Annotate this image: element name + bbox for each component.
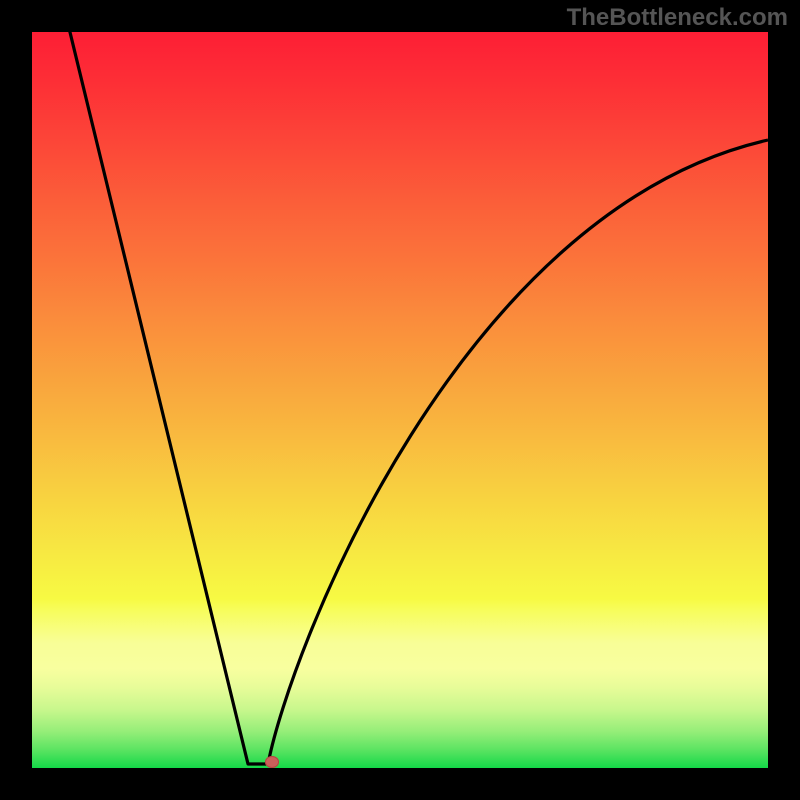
curve-path bbox=[68, 24, 768, 764]
bottleneck-curve bbox=[32, 32, 768, 768]
watermark-text: TheBottleneck.com bbox=[567, 4, 788, 32]
chart-container: TheBottleneck.com bbox=[0, 0, 800, 800]
plot-area bbox=[32, 32, 768, 768]
minimum-marker bbox=[265, 756, 279, 768]
